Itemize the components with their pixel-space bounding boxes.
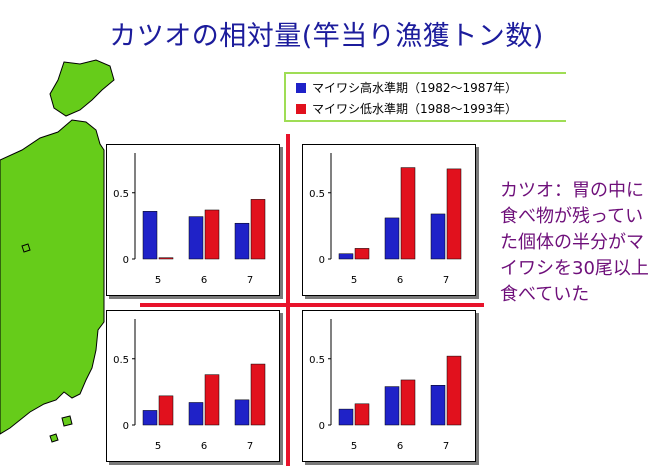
x-tick-label: 6	[201, 441, 207, 452]
bar	[354, 403, 370, 426]
bar	[234, 222, 250, 260]
bar	[384, 217, 400, 260]
region-divider-vertical	[286, 134, 290, 466]
island	[21, 243, 31, 253]
bar	[142, 410, 158, 426]
bar	[234, 399, 250, 426]
legend-item-low: マイワシ低水準期（1988～1993年）	[296, 101, 517, 117]
bar	[338, 253, 354, 260]
legend-item-high: マイワシ高水準期（1982～1987年）	[296, 80, 517, 96]
x-tick-label: 7	[247, 441, 253, 452]
legend-swatch-low	[296, 103, 306, 114]
x-tick-label: 7	[247, 275, 253, 286]
hokkaido-landmass	[49, 59, 115, 117]
bar	[142, 211, 158, 260]
y-tick-label: 0	[319, 255, 325, 266]
chart-panel-bottom-right: 0 0.5 5 6 7	[302, 310, 476, 462]
annotation-text: カツオ：胃の中に食べ物が残っていた個体の半分がマイワシを30尾以上食べていた	[500, 180, 649, 305]
x-tick-label: 7	[443, 275, 449, 286]
chart-panel-top-left: 0 0.5 5 6 7	[106, 144, 280, 296]
bar	[250, 199, 266, 260]
bar	[400, 167, 416, 260]
chart-panel-top-right: 0 0.5 5 6 7	[302, 144, 476, 296]
honshu-landmass	[0, 119, 105, 435]
bar	[204, 374, 220, 426]
bar	[430, 213, 446, 260]
bar	[446, 168, 462, 260]
x-tick-label: 5	[155, 275, 161, 286]
bar	[400, 379, 416, 426]
x-tick-label: 6	[397, 441, 403, 452]
bar	[338, 408, 354, 426]
legend-label-low: マイワシ低水準期（1988～1993年）	[312, 102, 518, 116]
legend: マイワシ高水準期（1982～1987年） マイワシ低水準期（1988～1993年…	[284, 72, 566, 122]
bar	[446, 355, 462, 426]
bar-chart-top-left: 0 0.5 5 6 7	[113, 153, 266, 286]
bar	[430, 385, 446, 426]
x-tick-label: 6	[201, 275, 207, 286]
bar	[250, 363, 266, 426]
bar	[354, 248, 370, 260]
y-tick-label: 0	[123, 421, 129, 432]
y-tick-label: 0	[319, 421, 325, 432]
bar-chart-top-right: 0 0.5 5 6 7	[309, 153, 462, 286]
x-tick-label: 5	[351, 441, 357, 452]
island	[61, 415, 73, 427]
x-tick-label: 6	[397, 275, 403, 286]
legend-swatch-high	[296, 82, 306, 93]
chart-panel-bottom-left: 0 0.5 5 6 7	[106, 310, 280, 462]
x-tick-label: 7	[443, 441, 449, 452]
bar	[188, 216, 204, 260]
region-divider-horizontal	[140, 303, 484, 307]
bar	[384, 386, 400, 426]
bar	[204, 209, 220, 260]
y-tick-label: 0	[123, 255, 129, 266]
bar	[188, 402, 204, 426]
y-tick-label: 0.5	[309, 355, 325, 366]
legend-label-high: マイワシ高水準期（1982～1987年）	[312, 81, 518, 95]
x-tick-label: 5	[155, 441, 161, 452]
bar-chart-bottom-right: 0 0.5 5 6 7	[309, 319, 462, 452]
island	[49, 433, 59, 443]
page-title: カツオの相対量(竿当り漁獲トン数)	[109, 21, 544, 52]
x-tick-label: 5	[351, 275, 357, 286]
y-tick-label: 0.5	[113, 189, 129, 200]
bar-chart-bottom-left: 0 0.5 5 6 7	[113, 319, 266, 452]
y-tick-label: 0.5	[309, 189, 325, 200]
bar	[158, 395, 174, 426]
y-tick-label: 0.5	[113, 355, 129, 366]
bar	[158, 257, 174, 260]
